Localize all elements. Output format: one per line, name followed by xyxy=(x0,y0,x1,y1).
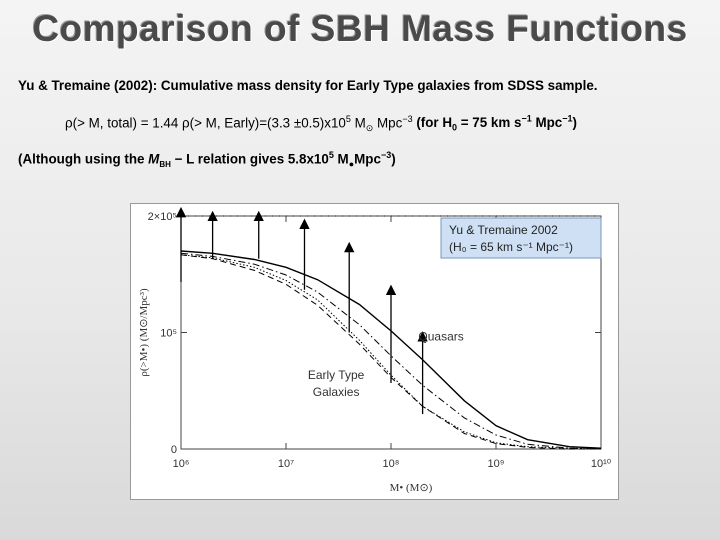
citation-line: Yu & Tremaine (2002): Cumulative mass de… xyxy=(18,78,598,93)
x-tick-label: 10⁷ xyxy=(278,458,294,470)
msigma-note-line: (Although using the MBH − L relation giv… xyxy=(18,150,396,169)
x-tick-label: 10⁹ xyxy=(488,458,505,470)
m-symbol: M xyxy=(148,151,160,167)
mpc-exponent: −3 xyxy=(402,114,413,124)
y-axis-label: ρ(>M•) (M⊙/Mpc³) xyxy=(138,288,150,377)
msun-text: M xyxy=(350,115,366,131)
mass-function-chart: 10⁶ 10⁷ 10⁸ 10⁹ 10¹⁰ 0 10⁵ 2×10⁵ M• (M⊙) ρ(>M•) (… xyxy=(138,206,612,494)
density-text-1: (> M, total) = 1.44 xyxy=(72,115,183,131)
series-line-dash-dot xyxy=(180,252,602,450)
x-tick-label: 10¹⁰ xyxy=(591,458,612,470)
close-paren: ) xyxy=(572,115,577,131)
hubble-sub: 0 xyxy=(452,123,458,134)
mass-function-figure: 10⁶ 10⁷ 10⁸ 10⁹ 10¹⁰ 0 10⁵ 2×10⁵ M• (M⊙) ρ(>M•) (… xyxy=(130,203,619,500)
hubble-value: = 75 km s xyxy=(457,115,522,131)
sun-symbol: ● xyxy=(348,159,355,170)
mpc2-text: Mpc xyxy=(531,115,563,131)
annotation-label: Quasars xyxy=(418,329,463,343)
density-text-2: (> M, Early)=(3.3 ±0.5)x10 xyxy=(189,115,346,131)
bh-sub: BH xyxy=(159,160,171,170)
mpc2-exponent: −1 xyxy=(562,114,573,124)
series-line-early-type-galaxies xyxy=(180,254,602,450)
note-mid: − L relation gives 5.8x10 xyxy=(170,151,329,167)
note-mpc-exp: −3 xyxy=(380,150,392,160)
x-tick-label: 10⁶ xyxy=(173,458,190,470)
annotation-label: Early Type xyxy=(308,368,365,382)
hubble-text: (for H xyxy=(412,115,453,131)
annotation-label: Galaxies xyxy=(313,385,360,399)
x-axis-label: M• (M⊙) xyxy=(390,482,433,494)
note-close: ) xyxy=(391,151,396,167)
s-exponent: −1 xyxy=(521,114,532,124)
y-tick-label: 2×10⁵ xyxy=(148,211,177,223)
rho-symbol: ρ xyxy=(182,115,190,131)
legend-line-2: (H₀ = 65 km s⁻¹ Mpc⁻¹) xyxy=(449,240,573,254)
legend-box xyxy=(440,217,602,259)
exponent: 5 xyxy=(345,114,351,124)
mpc-text: Mpc xyxy=(373,115,403,131)
note-mpc: Mpc xyxy=(354,151,381,167)
x-tick-label: 10⁸ xyxy=(383,458,400,470)
density-relation-line: ρ(> M, total) = 1.44 ρ(> M, Early)=(3.3 … xyxy=(65,114,577,134)
y-tick-label: 10⁵ xyxy=(160,328,177,340)
note-exp: 5 xyxy=(328,150,334,160)
note-pre: (Although using the xyxy=(18,151,149,167)
sun-symbol: ⊙ xyxy=(365,123,374,134)
note-msun: M xyxy=(333,151,349,167)
y-tick-label: 0 xyxy=(171,444,177,456)
legend-line-1: Yu & Tremaine 2002 xyxy=(449,223,558,237)
slide-title: Comparison of SBH Mass Functions xyxy=(32,8,688,49)
rho-symbol: ρ xyxy=(65,115,73,131)
